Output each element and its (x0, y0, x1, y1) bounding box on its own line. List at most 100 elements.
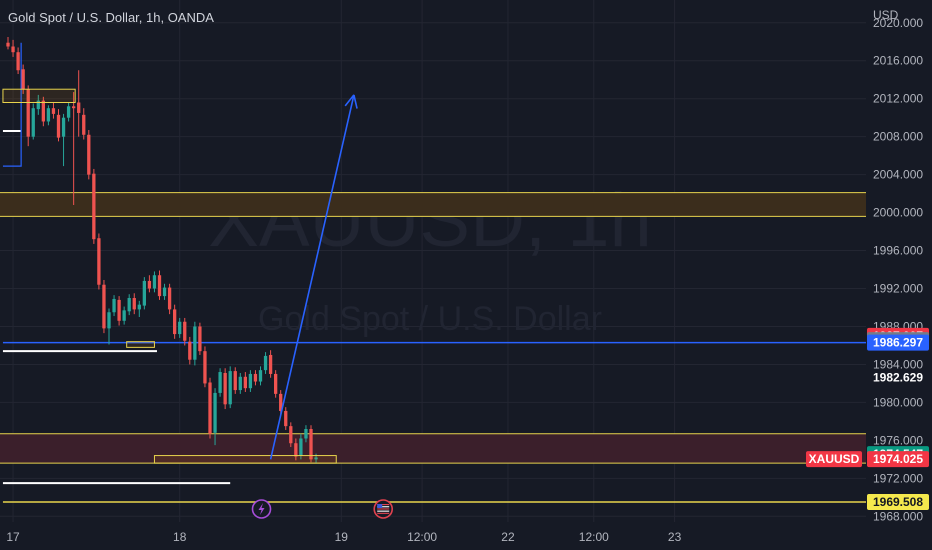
time-axis[interactable]: 17 18 19 12:00 22 12:00 23 (0, 522, 866, 550)
time-tick: 23 (668, 530, 682, 544)
candle-body (66, 106, 71, 118)
candle-body (11, 46, 15, 53)
zone-fill (0, 192, 866, 217)
price-tick: 1980.000 (873, 395, 923, 409)
time-tick: 22 (501, 530, 515, 544)
candle-body (41, 100, 45, 122)
price-tick: 1972.000 (873, 471, 923, 485)
price-tick: 1968.000 (873, 509, 923, 523)
candle-body (117, 299, 121, 321)
candle-body (87, 134, 91, 175)
candle-body (279, 393, 283, 411)
flag-stripe (377, 510, 390, 512)
candle-body (157, 275, 162, 297)
candle-body (77, 102, 81, 113)
candle-body (21, 69, 25, 90)
candle-body (72, 106, 76, 109)
candle-body (238, 376, 242, 391)
events-layer (251, 499, 394, 519)
candle-body (314, 457, 318, 460)
price-label-bg (867, 493, 929, 510)
watermark-symbol: XAUUSD, 1h (208, 178, 652, 263)
price-label-bg (867, 369, 929, 386)
candle-body (218, 372, 222, 393)
candle-body (193, 326, 197, 360)
candle-body (36, 100, 40, 110)
candle-body (122, 310, 126, 321)
candle-body (152, 275, 157, 289)
candle-body (263, 355, 268, 371)
price-tick: 2008.000 (873, 130, 923, 144)
flag-stripe (377, 508, 390, 510)
candle-body (56, 114, 61, 138)
candle-body (132, 298, 136, 310)
candle-body (16, 52, 20, 71)
candle-body (112, 298, 116, 313)
candle-body (173, 309, 177, 335)
candle-body (253, 373, 258, 382)
lines-layer (2, 42, 866, 503)
symbol-tag: XAUUSD (809, 452, 860, 466)
price-labels: 1987.0071986.5651986.2971982.6291974.547… (806, 327, 929, 510)
candle-body (51, 108, 56, 114)
zone-fill (0, 433, 866, 464)
candle-body (102, 284, 106, 329)
candle-body (26, 89, 30, 137)
time-axis-bg (0, 522, 866, 550)
trend-arrow (269, 94, 355, 460)
candle-body (92, 173, 96, 240)
candle-body (142, 280, 146, 306)
candle-body (243, 376, 247, 389)
price-axis[interactable]: 2020.000 2016.000 2012.000 2008.000 2004.000… (866, 0, 932, 550)
candle-body (309, 428, 313, 460)
price-tick: 2004.000 (873, 168, 923, 182)
candle-body (203, 351, 207, 384)
arrow-head (353, 94, 358, 109)
currency-label: USD (873, 8, 899, 22)
candle-body (289, 426, 293, 444)
price-tick: 1996.000 (873, 244, 923, 258)
candle-body (127, 298, 131, 312)
symbol-tag-bg (806, 451, 862, 468)
candle-body (223, 372, 227, 405)
price-tick: 1976.000 (873, 433, 923, 447)
time-tick: 17 (6, 530, 20, 544)
candle-body (228, 371, 232, 405)
candle-body (284, 410, 288, 427)
rectangle-box (2, 88, 76, 104)
price-tick: 2020.000 (873, 16, 923, 30)
candle-body (147, 280, 152, 289)
drawings-layer (2, 88, 358, 464)
time-tick: 12:00 (579, 530, 609, 544)
candle-body (198, 326, 202, 352)
price-label-bg (867, 334, 929, 351)
rectangle-box (126, 341, 155, 348)
candle-body (107, 312, 111, 329)
candle-body (294, 443, 298, 457)
price-label-bg (867, 451, 929, 468)
candle-body (97, 238, 101, 285)
candle-body (208, 382, 212, 434)
candle-body (178, 321, 182, 335)
flag-stripe (377, 504, 390, 506)
price-tick: 1984.000 (873, 357, 923, 371)
flag-stripe (377, 506, 390, 508)
candle-body (248, 373, 253, 389)
candle-body (162, 287, 167, 297)
rectangle-box (153, 455, 337, 464)
price-label: 1969.508 (873, 495, 923, 509)
candle-body (268, 354, 273, 374)
time-tick: 19 (335, 530, 349, 544)
candle-body (188, 341, 192, 360)
chart-title: Gold Spot / U.S. Dollar, 1h, OANDA (8, 10, 214, 25)
blue-step-line (2, 42, 22, 167)
price-tick: 2016.000 (873, 54, 923, 68)
candle-body (46, 108, 51, 122)
watermark-description: Gold Spot / U.S. Dollar (258, 300, 602, 338)
candle-body (137, 304, 141, 310)
time-tick: 18 (173, 530, 187, 544)
candle-body (299, 438, 303, 456)
price-label: 1982.629 (873, 370, 923, 384)
candle-body (167, 287, 172, 310)
